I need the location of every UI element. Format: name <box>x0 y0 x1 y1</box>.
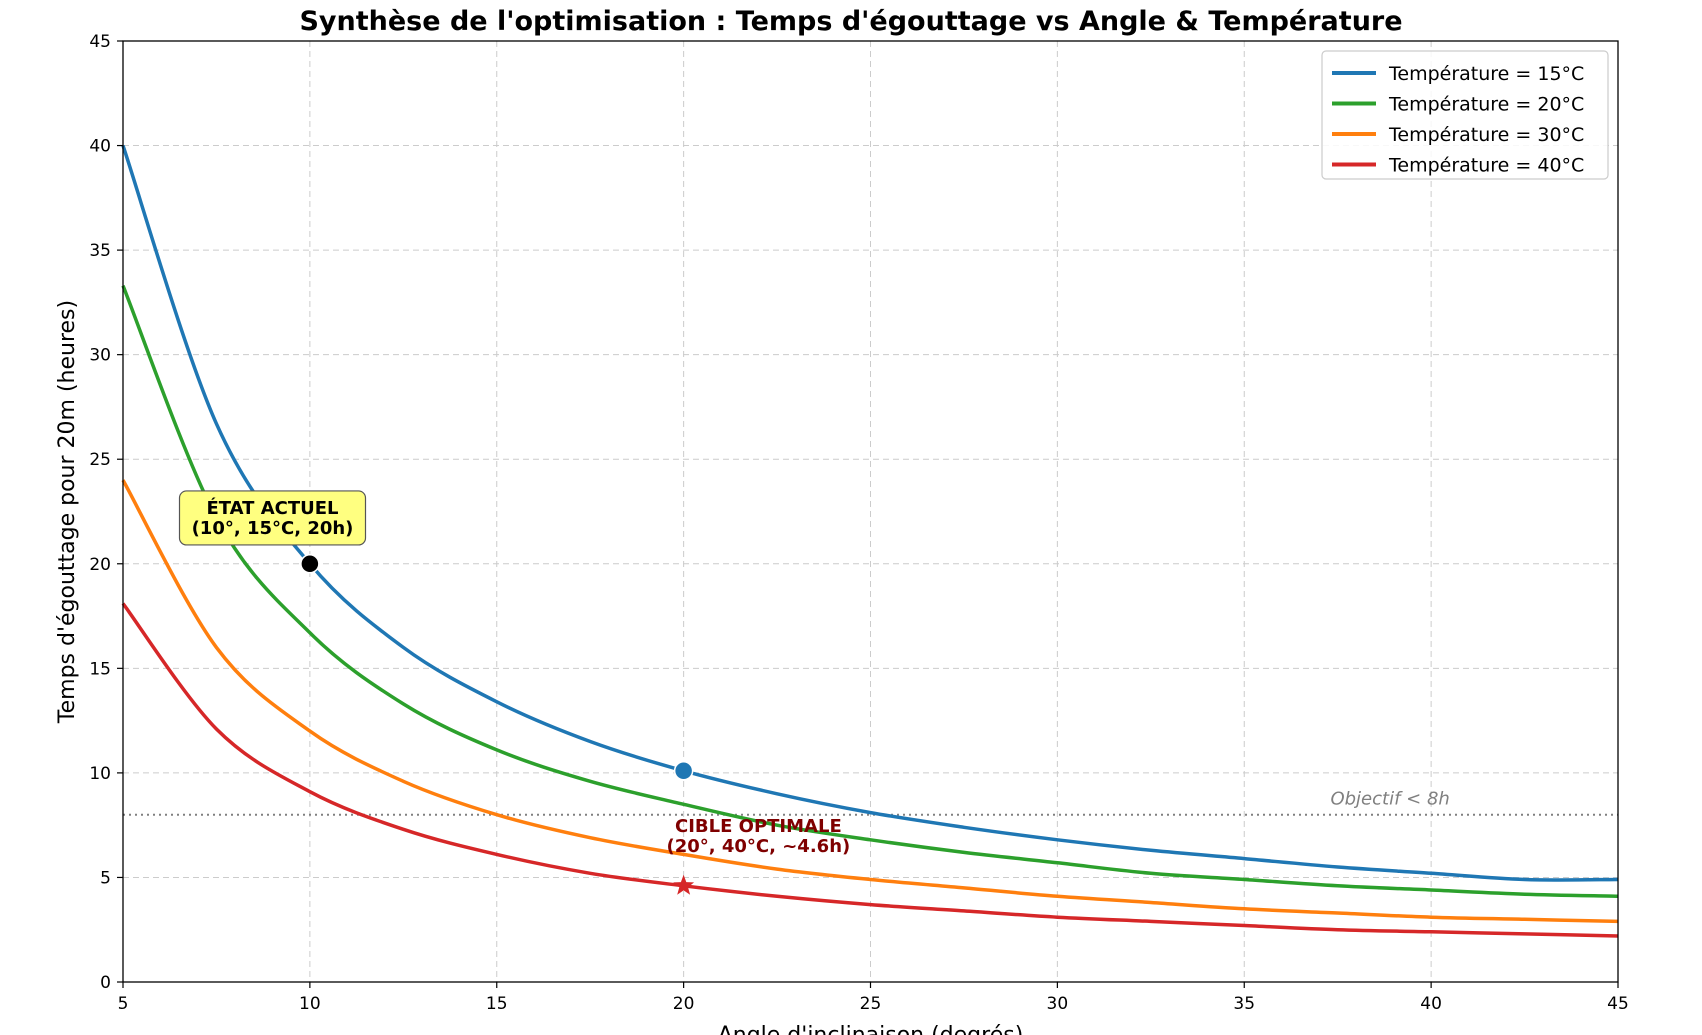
y-tick-label: 20 <box>89 555 111 575</box>
annotation-etat-actuel-line2: (10°, 15°C, 20h) <box>192 518 354 539</box>
y-tick-label: 10 <box>89 764 111 784</box>
x-tick-label: 35 <box>1233 994 1255 1014</box>
series-line-3 <box>121 479 1619 924</box>
legend: Température = 15°C Température = 20°C Temp… <box>1321 50 1609 180</box>
legend-label-2: Température = 20°C <box>1388 94 1584 116</box>
annotation-cible-optimale-line1: CIBLE OPTIMALE <box>675 816 842 837</box>
x-tick-label: 15 <box>486 994 508 1014</box>
y-tick-label: 35 <box>89 241 111 261</box>
series-line-4 <box>121 602 1619 938</box>
x-axis-label: Angle d'inclinaison (degrés) <box>718 1023 1024 1035</box>
x-axis-ticks: 5 10 15 20 25 30 35 40 45 <box>118 982 1629 1014</box>
markers-group <box>300 554 695 895</box>
legend-label-1: Température = 15°C <box>1388 63 1584 85</box>
reference-line-group: Objectif < 8h <box>123 789 1618 816</box>
y-tick-label: 15 <box>89 659 111 679</box>
annotations-group: ÉTAT ACTUEL(10°, 15°C, 20h) CIBLE OPTIMAL… <box>178 490 850 857</box>
x-tick-label: 20 <box>673 994 695 1014</box>
legend-label-3: Température = 30°C <box>1388 124 1584 146</box>
x-tick-label: 5 <box>118 994 129 1014</box>
reference-line-label: Objectif < 8h <box>1330 789 1449 810</box>
y-tick-label: 0 <box>100 973 111 993</box>
y-tick-label: 25 <box>89 450 111 470</box>
x-tick-label: 30 <box>1047 994 1069 1014</box>
marker-point-1 <box>300 554 320 574</box>
annotation-box-etat-actuel <box>178 490 367 546</box>
annotation-etat-actuel-line1: ÉTAT ACTUEL <box>206 497 338 519</box>
y-tick-label: 40 <box>89 137 111 157</box>
x-tick-label: 45 <box>1607 994 1629 1014</box>
y-tick-label: 5 <box>100 868 111 888</box>
x-tick-label: 25 <box>860 994 882 1014</box>
x-tick-label: 40 <box>1420 994 1442 1014</box>
marker-point-2 <box>673 761 694 781</box>
legend-box <box>1321 50 1609 180</box>
chart-title: Synthèse de l'optimisation : Temps d'égo… <box>299 6 1402 37</box>
annotation-cible-optimale-line2: (20°, 40°C, ~4.6h) <box>666 836 850 857</box>
y-tick-label: 45 <box>89 32 111 52</box>
legend-label-4: Température = 40°C <box>1388 155 1584 177</box>
y-tick-label: 30 <box>89 346 111 366</box>
marker-star-3 <box>673 874 695 895</box>
y-axis-ticks: 0 5 10 15 20 25 30 35 40 45 <box>89 32 123 993</box>
x-tick-label: 10 <box>299 994 321 1014</box>
y-axis-label: Temps d'égouttage pour 20m (heures) <box>55 300 80 724</box>
series-line-2 <box>121 285 1619 899</box>
